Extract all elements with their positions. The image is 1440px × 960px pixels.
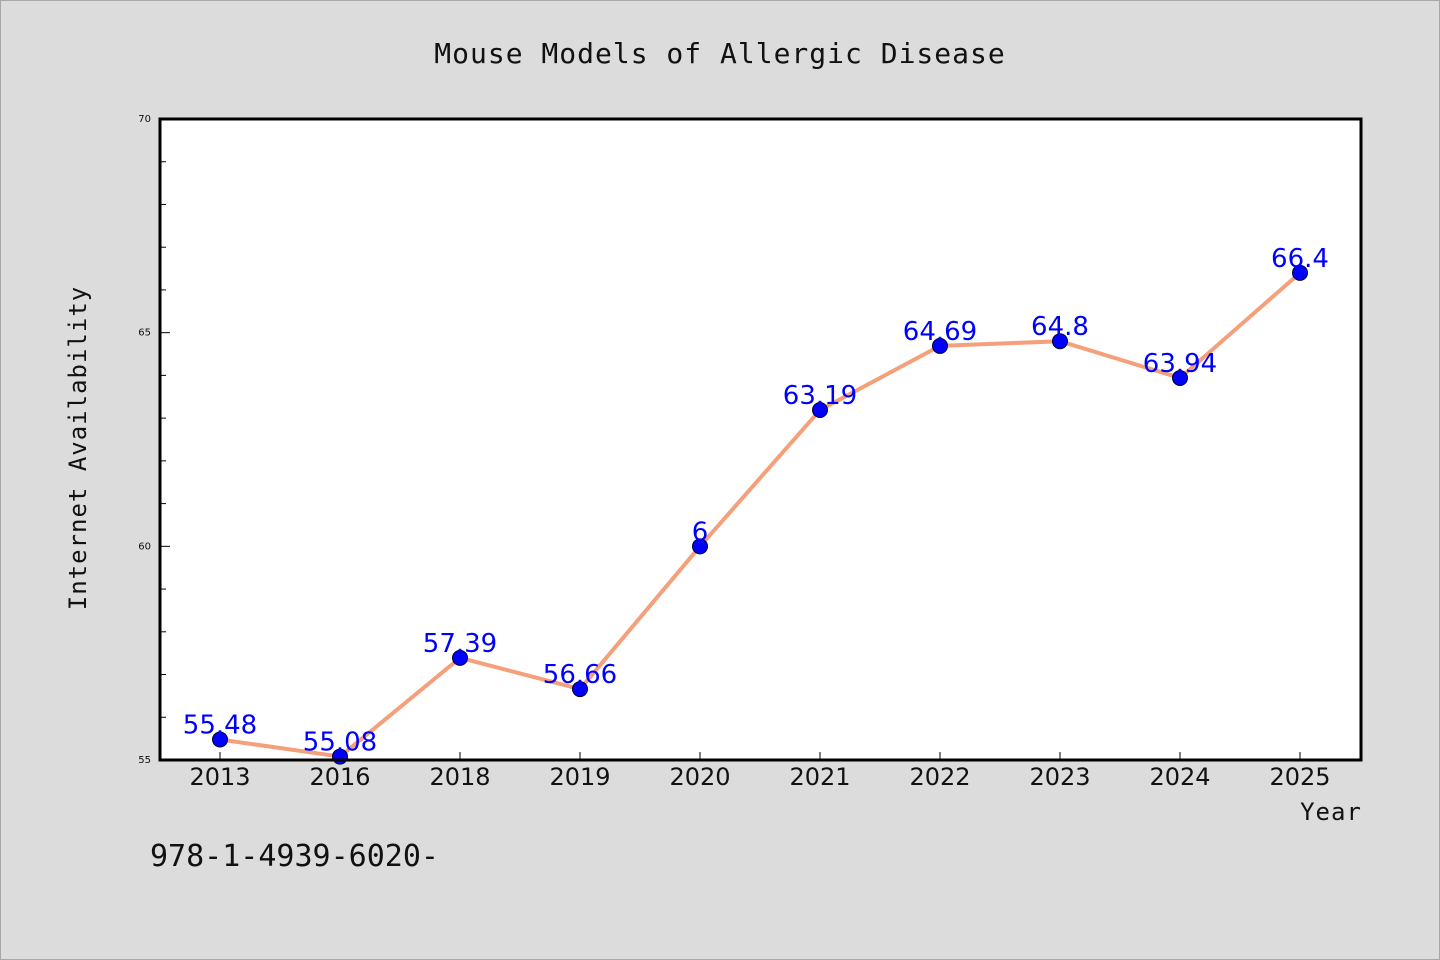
y-axis-label: Internet Availability bbox=[64, 286, 92, 610]
data-label: 55.08 bbox=[303, 728, 377, 758]
data-point bbox=[932, 337, 948, 354]
x-tick-label: 2022 bbox=[909, 763, 970, 791]
data-point bbox=[692, 538, 708, 555]
x-tick-label: 2025 bbox=[1269, 763, 1330, 791]
data-point bbox=[1172, 369, 1188, 386]
data-label: 63.94 bbox=[1143, 349, 1217, 379]
y-tick-label: 55 bbox=[138, 755, 151, 766]
data-point bbox=[452, 649, 468, 666]
data-label: 56.66 bbox=[543, 660, 617, 690]
x-tick-label: 2024 bbox=[1149, 763, 1210, 791]
y-tick-label: 70 bbox=[138, 114, 151, 125]
data-label: 63.19 bbox=[783, 381, 857, 411]
chart-title: Mouse Models of Allergic Disease bbox=[434, 37, 1005, 70]
x-tick-label: 2021 bbox=[789, 763, 850, 791]
data-point bbox=[212, 731, 228, 748]
x-tick-label: 2019 bbox=[549, 763, 610, 791]
x-tick-label: 2020 bbox=[669, 763, 730, 791]
data-label: 55.48 bbox=[183, 710, 257, 740]
plot-area bbox=[160, 119, 1361, 760]
data-point bbox=[1292, 264, 1308, 281]
x-tick-label: 2023 bbox=[1029, 763, 1090, 791]
data-labels: 55.48 55.08 57.39 56.66 6 63.19 64.69 64.8 63.94… bbox=[183, 244, 1329, 758]
x-axis-label: Year bbox=[1300, 798, 1362, 826]
data-point bbox=[812, 402, 828, 419]
x-axis: 2013 2016 2018 2019 2020 2021 2022 2023 2024 2025 bbox=[189, 752, 1331, 791]
plot-border bbox=[158, 117, 1363, 762]
x-tick-label: 2016 bbox=[309, 763, 370, 791]
data-point bbox=[572, 681, 588, 698]
y-tick-label: 65 bbox=[138, 328, 151, 339]
x-tick-label: 2018 bbox=[429, 763, 490, 791]
y-tick-label: 60 bbox=[138, 541, 151, 552]
data-point bbox=[1052, 333, 1068, 350]
x-tick-label: 2013 bbox=[189, 763, 250, 791]
data-label: 6 bbox=[692, 517, 709, 547]
series-line bbox=[219, 271, 1302, 759]
data-label: 64.69 bbox=[903, 317, 977, 347]
data-label: 66.4 bbox=[1271, 244, 1329, 274]
footnote: 978-1-4939-6020- bbox=[150, 839, 439, 874]
data-label: 57.39 bbox=[423, 629, 497, 659]
data-label: 64.8 bbox=[1031, 312, 1089, 342]
